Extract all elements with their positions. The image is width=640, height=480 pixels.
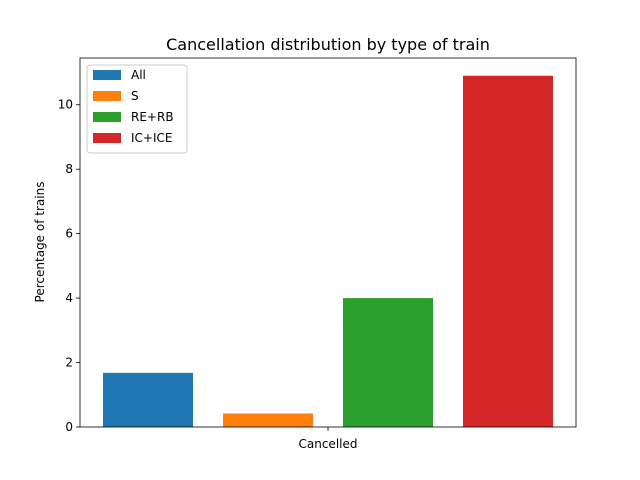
bar-all	[103, 372, 193, 427]
legend-label: IC+ICE	[131, 131, 172, 145]
y-tick-label: 2	[65, 356, 73, 370]
legend-label: S	[131, 89, 139, 103]
bar-ic-ice	[463, 75, 553, 428]
plot-frame	[79, 57, 577, 428]
y-tick-label: 4	[65, 291, 73, 305]
legend-swatch	[93, 91, 121, 101]
y-axis-label: Percentage of trains	[33, 182, 47, 303]
bars	[103, 75, 553, 428]
legend: All S RE+RB IC+ICE	[86, 64, 188, 154]
y-axis: 0 2 4 6 8 10	[58, 98, 80, 434]
legend-label: All	[131, 68, 146, 82]
legend-items: All S RE+RB IC+ICE	[93, 68, 174, 145]
y-tick-label: 10	[58, 98, 73, 112]
chart-title: Cancellation distribution by type of tra…	[166, 35, 490, 54]
x-tick-label: Cancelled	[299, 437, 358, 451]
legend-swatch	[93, 133, 121, 143]
legend-swatch	[93, 70, 121, 80]
bar-re-rb	[343, 298, 433, 427]
y-tick-label: 6	[65, 227, 73, 241]
y-tick-label: 0	[65, 420, 73, 434]
legend-box	[86, 64, 188, 154]
legend-label: RE+RB	[131, 110, 174, 124]
legend-swatch	[93, 112, 121, 122]
y-tick-label: 8	[65, 162, 73, 176]
bar-s	[223, 413, 313, 427]
